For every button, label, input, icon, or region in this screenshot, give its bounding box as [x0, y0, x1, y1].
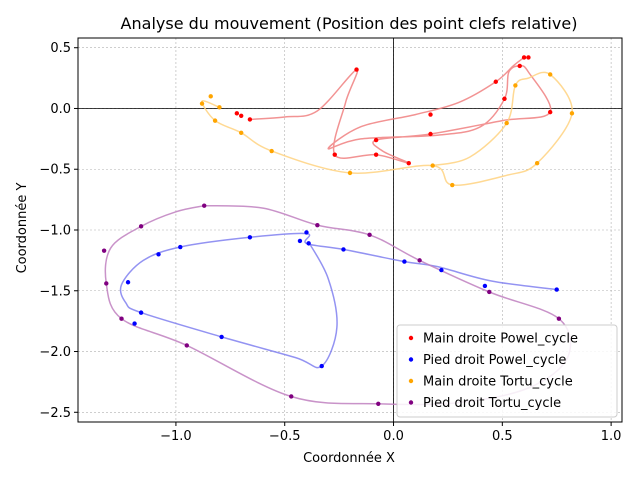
data-point: [526, 55, 531, 60]
legend-marker: [408, 357, 414, 362]
data-point: [354, 67, 359, 72]
legend-label: Main droite Powel_cycle: [423, 332, 578, 347]
data-point: [269, 148, 274, 154]
data-point: [306, 241, 311, 246]
data-point: [556, 316, 562, 321]
legend-label: Main droite Tortu_cycle: [423, 375, 573, 390]
data-point: [513, 83, 518, 88]
data-point: [402, 259, 407, 264]
data-point: [406, 160, 411, 166]
x-axis-ticks: −1.0 −0.5 0.0 0.5 1.0: [160, 422, 621, 444]
x-tick-label: 1.0: [601, 429, 622, 444]
data-point: [178, 244, 183, 250]
data-point: [104, 281, 109, 286]
data-point: [319, 363, 324, 369]
data-point: [428, 131, 433, 137]
data-point: [332, 152, 337, 157]
data-point: [247, 117, 253, 122]
x-tick-label: 0.0: [383, 429, 404, 444]
data-point: [373, 137, 379, 143]
data-point: [202, 203, 207, 208]
y-tick-label: −1.5: [39, 284, 71, 299]
data-point: [138, 310, 144, 315]
data-point: [247, 235, 253, 240]
data-point: [504, 120, 509, 126]
data-point: [547, 72, 553, 77]
data-point: [417, 258, 422, 263]
data-point: [138, 224, 144, 229]
series-curve-0: [249, 56, 552, 164]
y-tick-label: −2.0: [39, 345, 71, 360]
reference-lines: [78, 38, 622, 422]
data-point: [450, 182, 455, 188]
data-point: [212, 118, 218, 123]
data-point: [428, 112, 433, 117]
data-point: [239, 130, 244, 135]
legend: Main droite Powel_cycle Pied droit Powel_…: [396, 324, 618, 418]
data-point: [534, 160, 540, 166]
x-tick-label: −0.5: [269, 429, 301, 444]
x-tick-label: −1.0: [160, 429, 192, 444]
data-point: [101, 248, 107, 253]
data-point: [156, 252, 161, 257]
data-point: [219, 334, 224, 340]
data-point: [297, 238, 303, 244]
data-point: [217, 105, 222, 110]
y-tick-label: −1.0: [39, 224, 71, 239]
data-point: [234, 111, 240, 116]
data-point: [439, 267, 444, 273]
data-point: [341, 247, 346, 252]
data-point: [502, 96, 507, 101]
x-tick-label: 0.5: [492, 429, 513, 444]
data-point: [367, 232, 372, 238]
data-point: [554, 287, 559, 292]
y-tick-label: 0.0: [50, 102, 71, 117]
y-axis-ticks: 0.5 0.0 −0.5 −1.0 −1.5 −2.0 −2.5: [39, 41, 78, 421]
data-point: [547, 109, 553, 115]
data-point: [569, 111, 575, 116]
data-point: [521, 55, 527, 60]
data-point: [208, 94, 213, 99]
data-point: [487, 289, 492, 295]
data-point: [482, 283, 488, 289]
legend-label: Pied droit Tortu_cycle: [423, 396, 561, 411]
data-point: [239, 113, 244, 118]
x-axis-title: Coordonnée X: [303, 451, 395, 466]
data-point: [304, 230, 309, 235]
data-point: [119, 316, 124, 321]
data-point: [289, 394, 294, 399]
series-points: [101, 55, 575, 406]
series-curve-2: [201, 71, 573, 186]
data-point: [132, 321, 137, 326]
data-point: [315, 222, 320, 228]
data-point: [493, 79, 498, 84]
data-point: [184, 343, 189, 348]
legend-marker: [408, 400, 414, 405]
data-point: [376, 401, 381, 406]
legend-box: [396, 324, 618, 418]
legend-marker: [408, 335, 414, 341]
y-tick-label: −2.5: [39, 406, 71, 421]
data-point: [347, 170, 353, 176]
y-tick-label: −0.5: [39, 163, 71, 178]
y-axis-title: Coordonnée Y: [15, 183, 30, 274]
data-point: [199, 101, 205, 106]
data-point: [517, 63, 522, 69]
legend-marker: [408, 378, 414, 384]
data-point: [125, 280, 131, 285]
legend-label: Pied droit Powel_cycle: [423, 353, 566, 368]
data-point: [373, 152, 379, 157]
data-point: [430, 163, 435, 168]
y-tick-label: 0.5: [50, 41, 71, 56]
chart-title: Analyse du mouvement (Position des point…: [121, 14, 578, 33]
